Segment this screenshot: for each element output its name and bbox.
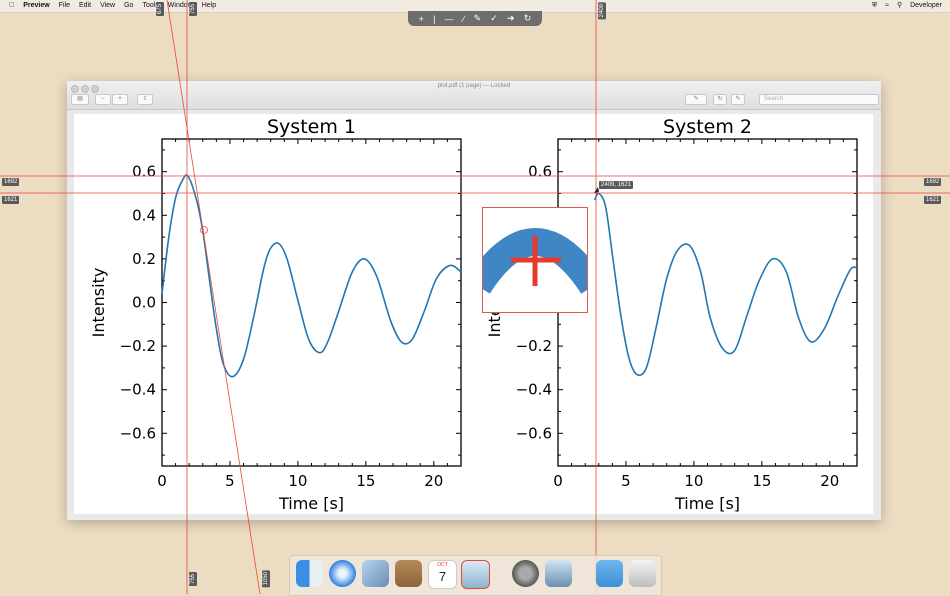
- vline-icon[interactable]: |: [433, 13, 436, 24]
- x-tick-label: 5: [621, 472, 631, 490]
- crosshair-icon[interactable]: +: [418, 13, 424, 24]
- menu-go[interactable]: Go: [118, 2, 133, 9]
- close-button[interactable]: [71, 85, 79, 93]
- x-tick-label: 20: [820, 472, 839, 490]
- h-guide-left-label-1: 1692: [2, 178, 20, 186]
- minimize-button[interactable]: [81, 85, 89, 93]
- v-guide-bottom-label-2: 1050: [262, 570, 270, 588]
- menu-window[interactable]: Window: [162, 2, 193, 9]
- v-guide-top-label-3: 2409: [598, 2, 606, 20]
- menu-app-name[interactable]: Preview: [18, 2, 49, 9]
- x-tick-label: 10: [288, 472, 307, 490]
- menu-view[interactable]: View: [94, 2, 115, 9]
- slope-anchor-point[interactable]: [200, 226, 208, 234]
- h-guide-right-label-2: 1621: [924, 196, 942, 204]
- magnifier-loupe: [482, 207, 588, 313]
- y-tick-label: −0.2: [120, 337, 156, 355]
- v-guide-top-label-1: 675: [156, 2, 164, 17]
- v-guide-bottom-label-1: 755: [189, 572, 197, 587]
- menu-edit[interactable]: Edit: [73, 2, 91, 9]
- y-tick-label: 0.2: [132, 250, 156, 268]
- notes-icon[interactable]: [395, 560, 422, 587]
- x-tick-label: 20: [424, 472, 443, 490]
- pen-icon[interactable]: ✎: [473, 13, 482, 23]
- preview-window: plot.pdf (1 page) — Locked ▤ − + ⇧ ✎ ↻ ✎…: [67, 81, 881, 520]
- system-preferences-icon[interactable]: [512, 560, 539, 587]
- x-tick-label: 15: [752, 472, 771, 490]
- calendar-icon[interactable]: OCT 7: [428, 560, 457, 589]
- window-title: plot.pdf (1 page) — Locked: [437, 83, 511, 89]
- menu-tools[interactable]: Tools: [137, 2, 158, 9]
- calendar-day: 7: [438, 569, 447, 584]
- zoom-out-button[interactable]: −: [95, 94, 111, 105]
- wifi-icon[interactable]: ≈: [885, 2, 889, 9]
- y-tick-label: −0.6: [516, 424, 552, 442]
- safari-icon[interactable]: [329, 560, 356, 587]
- rotate-button[interactable]: ↻: [713, 94, 727, 105]
- y-tick-label: −0.4: [120, 381, 156, 399]
- annotate-button[interactable]: ✎: [731, 94, 745, 105]
- y-tick-label: −0.2: [516, 337, 552, 355]
- y-tick-label: −0.4: [516, 381, 552, 399]
- annotation-toolbar: + | — ∕ ✎ ✓ ➜ ↻: [408, 11, 542, 26]
- h-guide-left-label-2: 1621: [2, 196, 20, 204]
- search-icon[interactable]: ⚲: [896, 2, 903, 9]
- hline-icon[interactable]: —: [444, 13, 454, 24]
- series-line: [161, 174, 462, 378]
- chart-title: System 2: [663, 116, 752, 138]
- zoom-button[interactable]: [91, 85, 99, 93]
- mail-icon[interactable]: [362, 560, 389, 587]
- v-guide-top-label-2: 755: [189, 2, 197, 17]
- shield-icon[interactable]: ⛨: [871, 2, 878, 9]
- x-tick-label: 0: [553, 472, 563, 490]
- y-axis-label: Intensity: [89, 268, 108, 338]
- dock: OCT 7: [289, 555, 662, 596]
- apple-icon[interactable]: : [9, 0, 14, 12]
- series-line: [593, 192, 858, 377]
- markup-pen-button[interactable]: ✎: [685, 94, 707, 105]
- title-bar: plot.pdf (1 page) — Locked ▤ − + ⇧ ✎ ↻ ✎…: [67, 81, 881, 110]
- x-axis-label: Time [s]: [278, 494, 344, 513]
- check-icon[interactable]: ✓: [490, 13, 498, 23]
- redo-icon[interactable]: ↻: [523, 13, 532, 23]
- y-tick-label: 0.0: [132, 294, 156, 312]
- y-tick-label: −0.6: [120, 424, 156, 442]
- finder-icon[interactable]: [296, 560, 323, 587]
- zoom-in-button[interactable]: +: [112, 94, 128, 105]
- x-tick-label: 5: [225, 472, 235, 490]
- magnified-curve: [483, 228, 587, 312]
- y-tick-label: 0.4: [132, 206, 156, 224]
- search-input[interactable]: Search: [759, 94, 879, 105]
- screen-ruler-icon[interactable]: [461, 560, 490, 589]
- arrow-icon[interactable]: ➜: [507, 13, 515, 23]
- preview-icon[interactable]: [545, 560, 572, 587]
- x-tick-label: 0: [157, 472, 167, 490]
- x-axis-label: Time [s]: [674, 494, 740, 513]
- x-tick-label: 10: [684, 472, 703, 490]
- cursor-arrow-icon: [594, 187, 599, 193]
- downloads-folder-icon[interactable]: [596, 560, 623, 587]
- calendar-month: OCT: [437, 562, 448, 568]
- h-guide-right-label-1: 1692: [924, 178, 942, 186]
- slope-guide-line[interactable]: [166, 0, 261, 594]
- x-tick-label: 15: [356, 472, 375, 490]
- share-button[interactable]: ⇧: [137, 94, 153, 105]
- line-icon[interactable]: ∕: [462, 13, 465, 24]
- chart-title: System 1: [267, 116, 356, 138]
- trash-icon[interactable]: [629, 560, 656, 587]
- menu-file[interactable]: File: [53, 2, 70, 9]
- user-menu[interactable]: Developer: [910, 2, 942, 9]
- cursor-coordinate-readout: 2409, 1621: [599, 181, 634, 189]
- menu-help[interactable]: Help: [196, 2, 216, 9]
- sidebar-toggle-button[interactable]: ▤: [71, 94, 89, 105]
- pdf-page: System 1 Time [s] Intensity 0 5 10 15 20 0.6 0.4 0…: [74, 114, 873, 514]
